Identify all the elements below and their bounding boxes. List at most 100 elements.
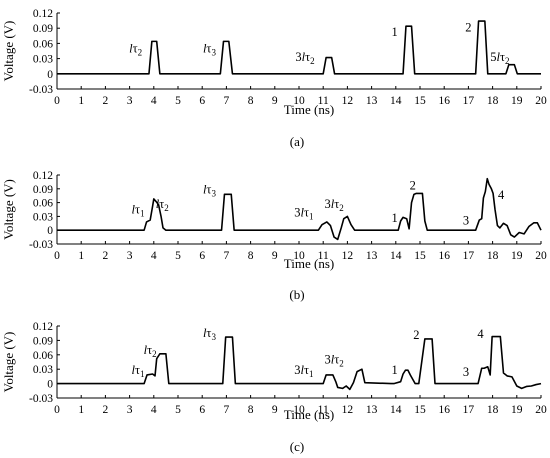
annotation-label: lτ3: [203, 42, 217, 58]
x-tick-label: 12: [342, 95, 354, 107]
x-tick-label: 1: [78, 95, 84, 107]
panel-label: (c): [290, 439, 304, 454]
x-tick-label: 19: [511, 250, 523, 262]
annotation-label: 3: [463, 214, 469, 228]
x-tick-label: 10: [293, 404, 305, 416]
x-tick-label: 19: [511, 404, 523, 416]
x-tick-label: 8: [248, 95, 254, 107]
x-tick-label: 16: [438, 95, 450, 107]
x-tick-label: 15: [414, 404, 426, 416]
x-tick-label: 18: [487, 404, 499, 416]
y-tick-label: -0.03: [29, 239, 53, 251]
y-tick-label: -0.03: [29, 84, 53, 96]
x-tick-label: 7: [224, 95, 230, 107]
panel-label: (a): [290, 134, 304, 149]
y-tick-label: 0.03: [33, 54, 53, 66]
y-tick-label: 0.12: [33, 8, 53, 20]
x-tick-label: 3: [127, 250, 133, 262]
y-tick-label: 0.03: [33, 211, 53, 223]
annotation-label: 2: [413, 328, 419, 342]
x-tick-label: 20: [535, 404, 547, 416]
x-tick-label: 3: [127, 95, 133, 107]
x-tick-label: 2: [103, 250, 109, 262]
y-axis-title: Voltage (V): [1, 21, 16, 82]
y-tick-label: 0.12: [33, 321, 53, 333]
annotation-label: 3lτ2: [324, 352, 343, 368]
x-tick-label: 17: [463, 250, 475, 262]
x-tick-label: 4: [151, 250, 157, 262]
x-tick-label: 15: [414, 250, 426, 262]
x-tick-label: 0: [54, 404, 60, 416]
chart-panel-b: 0 1 2 3 4 5 6 7 8 9 10 11 12 13 14 15 16 17 18 19 20-0.0300.…: [1, 170, 547, 302]
x-tick-label: 8: [248, 250, 254, 262]
y-tick-label: 0.09: [33, 23, 53, 35]
annotation-label: lτ2: [156, 197, 169, 213]
y-tick-label: 0.06: [33, 350, 53, 362]
chart-panel-c: 0 1 2 3 4 5 6 7 8 9 10 11 12 13 14 15 16 17 18 19 20-0.0300.…: [1, 321, 547, 454]
y-axis-title: Voltage (V): [1, 179, 16, 240]
x-tick-label: 8: [248, 404, 254, 416]
annotation-label: 4: [477, 327, 484, 341]
x-tick-label: 14: [390, 404, 402, 416]
x-tick-label: 14: [390, 250, 402, 262]
x-tick-label: 0: [54, 95, 60, 107]
x-tick-label: 5: [175, 404, 181, 416]
x-tick-label: 11: [318, 250, 329, 262]
series-line: [57, 335, 542, 391]
annotation-label: 3lτ2: [324, 197, 343, 213]
annotation-label: 1: [391, 363, 397, 377]
x-tick-label: 1: [78, 404, 84, 416]
x-tick-label: 5: [175, 95, 181, 107]
x-tick-label: 19: [511, 95, 523, 107]
series-line: [57, 177, 542, 241]
annotation-label: 3lτ2: [295, 50, 314, 66]
annotation-label: lτ1: [132, 203, 145, 219]
x-tick-label: 4: [151, 404, 157, 416]
x-tick-label: 10: [293, 95, 305, 107]
y-tick-label: 0: [47, 69, 53, 81]
x-tick-label: 18: [487, 95, 499, 107]
x-tick-label: 15: [414, 95, 426, 107]
x-axis-title: Time (ns): [284, 256, 334, 271]
x-tick-label: 13: [366, 95, 378, 107]
annotation-label: lτ3: [203, 326, 217, 342]
x-tick-label: 13: [366, 250, 378, 262]
x-axis-title: Time (ns): [284, 407, 334, 422]
annotation-label: 3: [463, 365, 469, 379]
annotation-label: lτ2: [129, 42, 142, 58]
x-tick-label: 20: [535, 95, 547, 107]
x-tick-label: 6: [199, 95, 205, 107]
x-tick-label: 12: [342, 404, 354, 416]
x-tick-label: 17: [463, 404, 475, 416]
annotation-label: 3lτ1: [294, 205, 313, 221]
annotation-label: lτ2: [144, 343, 157, 359]
y-tick-label: 0.06: [33, 38, 53, 50]
y-tick-label: 0.09: [33, 335, 53, 347]
annotation-label: 5lτ2: [490, 50, 509, 66]
x-tick-label: 11: [318, 404, 329, 416]
x-tick-label: 16: [438, 250, 450, 262]
annotation-label: 1: [391, 25, 397, 39]
x-tick-label: 18: [487, 250, 499, 262]
x-tick-label: 17: [463, 95, 475, 107]
y-tick-label: 0: [47, 225, 53, 237]
x-tick-label: 9: [272, 95, 278, 107]
x-tick-label: 0: [54, 250, 60, 262]
x-tick-label: 7: [224, 404, 230, 416]
annotation-label: 2: [410, 179, 416, 193]
x-tick-label: 1: [78, 250, 84, 262]
x-tick-label: 2: [103, 404, 109, 416]
y-tick-label: 0: [47, 379, 53, 391]
x-tick-label: 10: [293, 250, 305, 262]
annotation-label: 1: [391, 211, 397, 225]
x-tick-label: 13: [366, 404, 378, 416]
y-axis-title: Voltage (V): [1, 332, 16, 393]
x-tick-label: 3: [127, 404, 133, 416]
x-tick-label: 5: [175, 250, 181, 262]
y-tick-label: 0.06: [33, 198, 53, 210]
x-tick-label: 9: [272, 250, 278, 262]
x-tick-label: 14: [390, 95, 402, 107]
x-tick-label: 4: [151, 95, 157, 107]
x-tick-label: 6: [199, 404, 205, 416]
x-tick-label: 2: [103, 95, 109, 107]
